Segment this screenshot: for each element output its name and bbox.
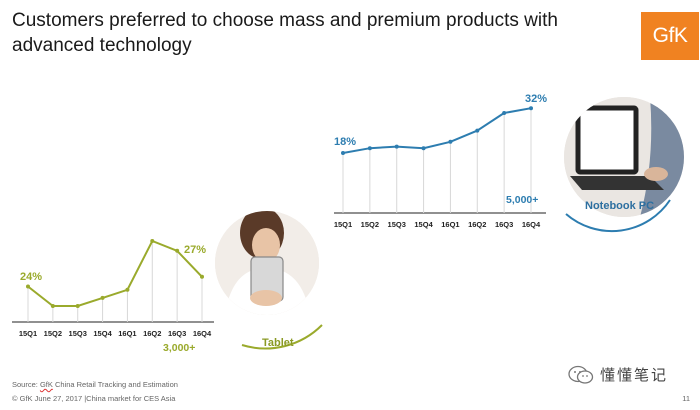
tablet-tick-label: 16Q4 [193, 329, 212, 338]
tablet-badge: Tablet [215, 211, 323, 350]
tablet-tick-label: 16Q1 [118, 329, 136, 338]
notebook-point [475, 128, 480, 133]
tablet-point [100, 295, 105, 300]
tablet-badge-arc [241, 324, 323, 350]
page-number: 11 [682, 394, 690, 403]
tablet-tick-label: 15Q4 [93, 329, 112, 338]
notebook-point [367, 146, 372, 151]
tablet-point [125, 287, 130, 292]
tablet-tick-label: 16Q3 [168, 329, 186, 338]
tablet-start-label: 24% [20, 271, 42, 283]
notebook-point [341, 151, 345, 155]
tablet-point [150, 239, 155, 243]
notebook-end-label: 32% [525, 93, 547, 105]
tablet-point [175, 248, 180, 253]
tablet-badge-label: Tablet [262, 337, 294, 349]
notebook-tick-label: 16Q3 [495, 220, 513, 229]
gfk-logo: GfK [641, 12, 699, 60]
notebook-point [502, 111, 507, 115]
wechat-watermark-text: 懂懂笔记 [600, 366, 669, 384]
tablet-point [75, 304, 80, 308]
tablet-tick-label: 15Q2 [44, 329, 62, 338]
notebook-point [529, 106, 533, 111]
notebook-point [421, 146, 426, 151]
notebook-badge: Notebook PC [564, 97, 684, 233]
notebook-point [394, 144, 399, 149]
notebook-tick-label: 15Q3 [388, 220, 406, 229]
tablet-point [50, 304, 55, 308]
notebook-start-label: 18% [334, 136, 356, 148]
tablet-point [26, 284, 30, 289]
tablet-tick-label: 15Q3 [69, 329, 87, 338]
source-brand: GfK [39, 380, 53, 389]
notebook-tick-label: 15Q1 [334, 220, 352, 229]
notebook-badge-arc [565, 199, 671, 233]
source-rest: China Retail Tracking and Estimation [52, 380, 178, 389]
notebook-tick-labels: 15Q1 15Q2 15Q3 15Q4 16Q1 16Q2 16Q3 16Q4 [334, 220, 541, 229]
notebook-tick-label: 15Q2 [361, 220, 379, 229]
notebook-point [448, 139, 453, 144]
tablet-point [200, 274, 204, 279]
footer-copyright: © GfK June 27, 2017 |China market for CE… [12, 394, 176, 403]
tablet-photo-icon [215, 211, 319, 315]
gfk-logo-text: GfK [652, 24, 688, 47]
wechat-watermark: 懂懂笔记 [568, 364, 668, 385]
tablet-end-label: 27% [184, 244, 206, 256]
notebook-series-line [342, 107, 532, 154]
footer-source: Source: GfK China Retail Tracking and Es… [12, 380, 178, 389]
notebook-tick-label: 15Q4 [414, 220, 433, 229]
tablet-series-line [27, 239, 203, 307]
notebook-gridlines [342, 108, 532, 213]
laptop-icon [564, 97, 684, 217]
notebook-tick-label: 16Q4 [522, 220, 541, 229]
tablet-tick-label: 16Q2 [143, 329, 161, 338]
tablet-gridlines [27, 241, 203, 322]
notebook-volume-label: 5,000+ [506, 194, 538, 206]
notebook-chart: 15Q1 15Q2 15Q3 15Q4 16Q1 16Q2 16Q3 16Q4 18% 32%… [334, 93, 547, 229]
notebook-tick-label: 16Q1 [441, 220, 459, 229]
tablet-chart: 15Q1 15Q2 15Q3 15Q4 16Q1 16Q2 16Q3 16Q4 24% 27%… [12, 239, 214, 354]
source-prefix: Source: [12, 380, 40, 389]
notebook-badge-label: Notebook PC [585, 200, 654, 212]
page-title: Customers preferred to choose mass and p… [12, 10, 558, 56]
tablet-points [26, 239, 204, 308]
wechat-icon [568, 365, 594, 384]
notebook-points [341, 106, 533, 155]
tablet-tick-label: 15Q1 [19, 329, 37, 338]
tablet-volume-label: 3,000+ [163, 342, 195, 354]
tablet-tick-labels: 15Q1 15Q2 15Q3 15Q4 16Q1 16Q2 16Q3 16Q4 [19, 329, 212, 338]
notebook-tick-label: 16Q2 [468, 220, 486, 229]
